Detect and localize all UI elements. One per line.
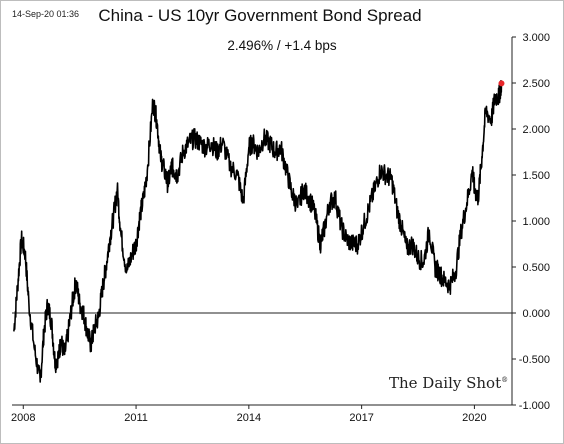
registered-mark: ® — [501, 376, 509, 384]
chart-title: China - US 10yr Government Bond Spread — [98, 6, 422, 25]
y-tick-label: 1.000 — [522, 216, 550, 228]
y-tick-label: 0.000 — [522, 308, 550, 320]
watermark-text: The Daily Shot — [389, 374, 502, 392]
y-tick-label: -1.000 — [519, 400, 550, 412]
plot-layer: 3.000 2.500 2.000 1.500 1.000 0.500 0.000 -0.50… — [11, 32, 550, 424]
chart-subtitle: 2.496% / +1.4 bps — [227, 38, 337, 53]
y-tick-label: 1.500 — [522, 170, 550, 182]
x-tick-label: 2017 — [349, 412, 373, 424]
x-tick-label: 2020 — [462, 412, 486, 424]
last-value-marker — [498, 80, 505, 87]
spread-series-line — [13, 79, 503, 383]
chart-timestamp: 14-Sep-20 01:36 — [12, 9, 80, 19]
y-tick-label: 3.000 — [522, 32, 550, 44]
y-tick-label: 0.500 — [522, 262, 550, 274]
y-tick-label: -0.500 — [519, 354, 550, 366]
x-tick-label: 2008 — [11, 412, 35, 424]
watermark-logo: The Daily Shot® — [389, 374, 508, 392]
y-tick-label: 2.500 — [522, 78, 550, 90]
y-tick-label: 2.000 — [522, 124, 550, 136]
x-tick-label: 2011 — [124, 412, 148, 424]
x-tick-label: 2014 — [237, 412, 261, 424]
